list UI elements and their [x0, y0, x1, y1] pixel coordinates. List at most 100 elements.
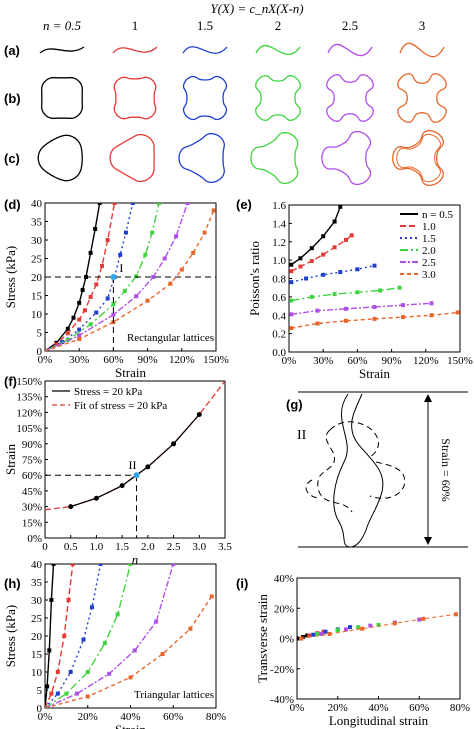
data-point [196, 411, 202, 417]
x-tick-label: 20% [78, 711, 98, 723]
data-point-2 [94, 310, 99, 315]
square-cell-shape-1 [113, 76, 157, 120]
chart-f: 0 0.5 1.0 1.5 2.0 2.5 3.0 3.5 0% 15% 30% 45% 60% 75% 9… [3, 376, 232, 567]
data-point-0 [93, 226, 98, 231]
data-point-5 [455, 310, 460, 315]
wave-shape-2 [182, 46, 228, 54]
data-point-5 [360, 626, 365, 631]
reference-point [110, 274, 117, 280]
y-tick-label: 135% [16, 392, 42, 404]
data-point-5 [168, 281, 173, 286]
marker-label-I: I [119, 261, 123, 275]
series-line-0 [45, 203, 101, 351]
triangle-cell-shape-0 [37, 134, 83, 182]
data-point-4 [151, 275, 156, 279]
data-point-0 [338, 205, 343, 209]
square-cell-shape-0 [41, 77, 83, 119]
n-header-5: 3 [419, 18, 426, 33]
y-tick-label: 15% [22, 517, 42, 529]
dimension-label: Strain = 60% [439, 438, 453, 501]
y-tick-label: 0 [37, 346, 43, 358]
data-point-0 [65, 326, 70, 331]
x-tick-label: 0% [290, 702, 305, 714]
data-point-3 [356, 625, 361, 630]
data-point-0 [305, 633, 310, 638]
y-tick-label: 20 [31, 272, 43, 284]
y-tick-label: 60% [22, 470, 42, 482]
y-tick-label: 35 [31, 577, 43, 589]
legend-label-0: n = 0.5 [422, 209, 453, 221]
data-point-5 [299, 636, 304, 641]
triangle-cell-shape-4 [321, 130, 372, 186]
x-axis-title: Longitudinal strain [329, 713, 429, 728]
data-point-3 [376, 622, 381, 627]
y-tick-label: -20% [270, 664, 294, 676]
chart-d: 0% 30% 60% 90% 120% 150% 0 5 10 15 20 25 30 35 40 Strai… [3, 198, 229, 380]
x-axis-title: n [132, 552, 139, 567]
triangle-cell-shape-5 [392, 129, 444, 187]
data-point-0 [297, 636, 302, 641]
data-point-2 [118, 252, 123, 257]
annotation-triangular: Triangular lattices [134, 689, 214, 701]
data-point-3 [134, 274, 139, 279]
y-tick-label: 30 [31, 235, 43, 247]
data-point-2 [90, 605, 95, 610]
triangle-cell-shape-3 [250, 131, 299, 185]
data-point [171, 441, 177, 447]
x-tick-label: 60% [103, 354, 123, 366]
data-point-1 [62, 634, 67, 638]
series-line-2 [45, 564, 102, 708]
data-point-0 [332, 219, 337, 224]
data-point-5 [421, 616, 426, 621]
data-point-0 [49, 598, 54, 602]
data-point-2 [130, 203, 135, 205]
data-point-5 [85, 694, 90, 699]
x-tick-label: 150% [447, 355, 473, 367]
x-tick-label: 0% [282, 355, 297, 367]
series-line-2 [291, 264, 375, 283]
data-point-5 [344, 318, 348, 323]
y-axis-title: Poisson's ratio [247, 241, 262, 316]
data-point-3 [111, 302, 116, 307]
data-point-2 [289, 280, 294, 285]
data-point [145, 464, 151, 470]
data-point-3 [88, 322, 93, 327]
row-label-0: (a) [4, 43, 20, 58]
y-tick-label: 45% [22, 486, 42, 498]
y-tick-label: 15 [31, 291, 43, 303]
data-point-5 [289, 326, 294, 331]
x-tick-label: 1.5 [115, 541, 129, 553]
y-tick-label: -40% [270, 694, 294, 706]
series-line-4 [45, 564, 174, 708]
y-tick-label: 10 [31, 667, 43, 679]
data-point-1 [77, 317, 82, 322]
data-point-1 [298, 264, 303, 269]
y-tick-label: 0 [37, 703, 43, 715]
data-point-3 [150, 230, 155, 235]
data-point-1 [321, 252, 326, 257]
square-cell-shape-4 [326, 74, 374, 122]
series-line-3 [45, 203, 160, 351]
data-point-4 [107, 671, 112, 676]
y-tick-label: 40% [274, 573, 294, 585]
data-point-1 [54, 342, 59, 347]
data-point-4 [372, 304, 377, 309]
data-point-4 [171, 564, 176, 566]
unit-cell-shapes: (a) (b) (c) [4, 42, 447, 187]
data-point-0 [45, 684, 50, 689]
data-point-5 [401, 315, 405, 320]
data-point-1 [332, 245, 337, 250]
equation-title: Y(X) = c_nX(X-n) [210, 1, 303, 16]
chart-h: 0% 20% 40% 60% 80% 0 5 10 15 20 25 30 35 40 Strain Stre… [3, 559, 226, 729]
y-tick-label: 5 [37, 685, 43, 697]
marker-label-II: II [129, 458, 137, 472]
series-line-5 [45, 210, 215, 351]
x-tick-label: 30% [313, 355, 333, 367]
plot-frame [44, 563, 217, 709]
data-point-4 [134, 294, 139, 299]
data-point-2 [98, 564, 103, 566]
data-point-5 [453, 612, 458, 617]
x-tick-label: 30% [69, 354, 89, 366]
data-point-2 [355, 267, 360, 272]
